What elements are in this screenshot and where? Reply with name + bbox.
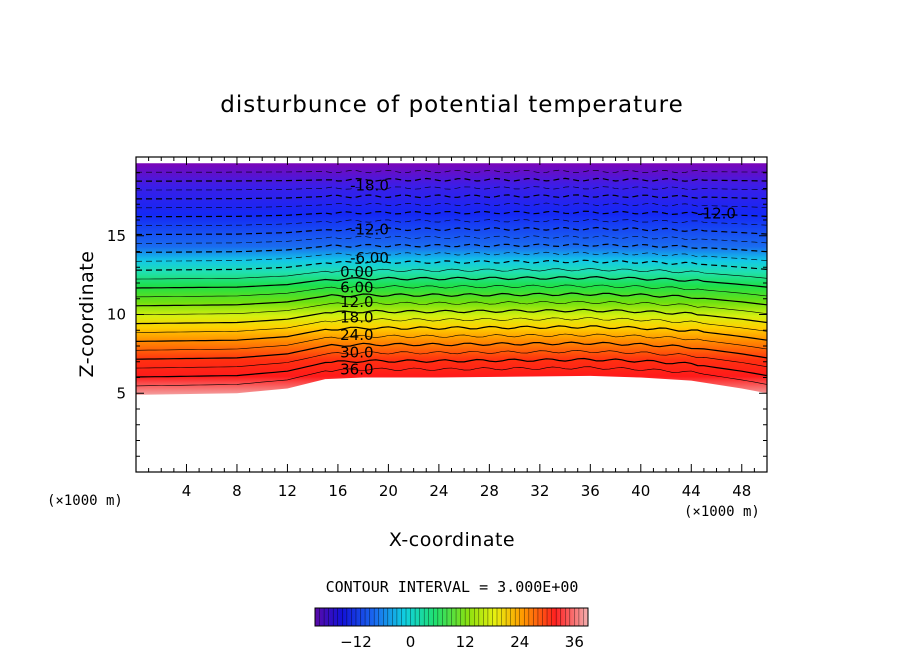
x-tick-label: 24 <box>429 482 448 500</box>
x-tick-label: 12 <box>278 482 297 500</box>
contour-label: 24.0 <box>340 326 373 344</box>
contour-label: 6.00 <box>340 279 373 297</box>
y-tick-label: 15 <box>107 227 126 245</box>
x-axis: 4 8 12 16 20 24 28 32 36 40 44 48 <box>148 157 755 500</box>
colorbar-tick-label: 36 <box>565 633 584 651</box>
chart-title: disturbunce of potential temperature <box>220 92 684 118</box>
contour-line <box>136 268 767 280</box>
x-tick-label: 48 <box>732 482 751 500</box>
contour-line <box>136 325 767 342</box>
x-tick-label: 8 <box>232 482 242 500</box>
contour-line <box>136 292 767 307</box>
contour-line <box>136 210 767 218</box>
x-tick-label: 32 <box>530 482 549 500</box>
x-tick-label: 28 <box>480 482 499 500</box>
contour-line <box>136 357 767 378</box>
contour-line <box>136 251 767 262</box>
contour-label: -6.00 <box>350 249 389 267</box>
contour-line <box>136 341 767 360</box>
temperature-field <box>136 163 767 395</box>
x-tick-label: 20 <box>379 482 398 500</box>
contour-line <box>136 366 767 387</box>
contour-line <box>136 333 767 351</box>
contour-line <box>136 284 767 298</box>
contour-line <box>136 259 767 271</box>
contour-line <box>136 226 767 236</box>
x-unit-left: (×1000 m) <box>47 493 123 509</box>
colorbar-tick-label: 12 <box>456 633 475 651</box>
contour-line <box>136 275 767 289</box>
contour-line <box>136 194 767 200</box>
y-axis-label: Z-coordinate <box>76 251 98 378</box>
contour-line <box>136 186 767 191</box>
contour-interval-text: CONTOUR INTERVAL = 3.000E+00 <box>326 578 579 596</box>
plot-area: -18.0 -12.0 -12.0 -6.000.006.0012.018.024.0… <box>136 163 767 395</box>
contour-line <box>136 177 767 182</box>
contour-line <box>136 169 767 174</box>
contour-label: 30.0 <box>340 343 373 361</box>
contour-lines <box>136 169 767 387</box>
x-tick-label: 40 <box>631 482 650 500</box>
x-tick-label: 36 <box>581 482 600 500</box>
colorbar-segments <box>319 608 584 626</box>
x-tick-label: 44 <box>682 482 701 500</box>
contour-label: 18.0 <box>340 309 373 327</box>
y-tick-label: 10 <box>107 306 126 324</box>
contour-label: -12.0 <box>697 205 736 223</box>
contour-label: 36.0 <box>340 361 373 379</box>
contour-label: 12.0 <box>340 293 373 311</box>
contour-label: -12.0 <box>350 220 389 238</box>
contour-label: 0.00 <box>340 263 373 281</box>
colorbar: −12 0 12 24 36 <box>314 607 589 651</box>
contour-label: -18.0 <box>350 176 389 194</box>
y-tick-label: 5 <box>116 384 126 402</box>
contour-line <box>136 218 767 226</box>
contour-line <box>136 308 767 325</box>
contour-labels: -18.0 -12.0 -12.0 -6.000.006.0012.018.024.0… <box>340 176 736 378</box>
contour-line <box>136 349 767 369</box>
contour-line <box>136 300 767 315</box>
contour-line <box>136 202 767 209</box>
x-unit-right: (×1000 m) <box>684 504 760 520</box>
y-axis: 5 10 15 <box>107 172 767 457</box>
x-axis-label: X-coordinate <box>389 529 515 551</box>
colorbar-tick-label: −12 <box>340 633 372 651</box>
contour-line <box>136 235 767 244</box>
contour-line <box>136 317 767 333</box>
x-tick-label: 4 <box>182 482 192 500</box>
colorbar-tick-label: 24 <box>510 633 529 651</box>
contour-line <box>136 243 767 253</box>
colorbar-tick-label: 0 <box>406 633 416 651</box>
colorbar-ticks: −12 0 12 24 36 <box>340 633 584 651</box>
x-tick-label: 16 <box>328 482 347 500</box>
